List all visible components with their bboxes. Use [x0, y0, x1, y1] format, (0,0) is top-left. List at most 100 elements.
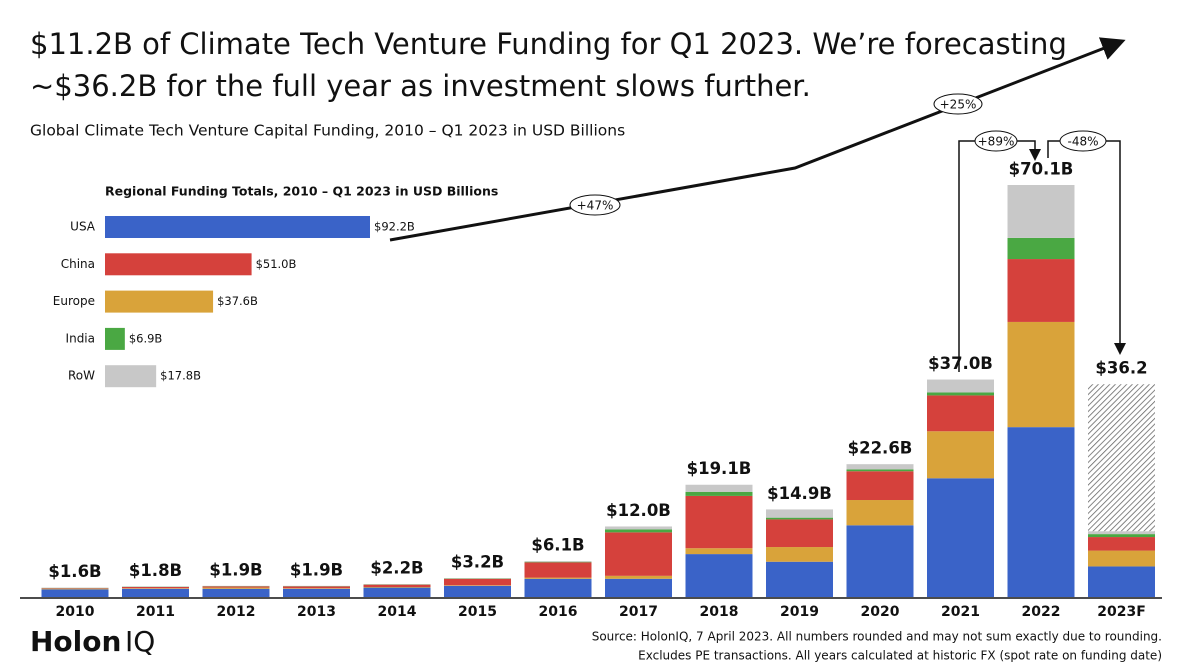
- value-label: $37.6B: [217, 294, 258, 308]
- bar-segment: [283, 588, 350, 597]
- y-tick-label: USA: [70, 220, 96, 234]
- bracket: [1106, 140, 1126, 355]
- total-label: $22.6B: [848, 439, 913, 458]
- bar-segment: [1007, 321, 1075, 428]
- bar-segment: [605, 529, 672, 533]
- bar-segment: [927, 478, 994, 597]
- bar-segment: [1007, 259, 1075, 322]
- bar-segment: [605, 526, 672, 530]
- bar-segment: [1088, 550, 1155, 567]
- x-tick-label: 2015: [458, 604, 497, 620]
- inset-title: Regional Funding Totals, 2010 – Q1 2023 …: [105, 184, 498, 199]
- value-label: $6.9B: [129, 331, 163, 345]
- bar: [105, 253, 252, 276]
- bar-segment: [202, 587, 270, 589]
- total-label: $2.2B: [370, 559, 423, 578]
- total-label: $6.1B: [531, 536, 584, 555]
- value-label: $17.8B: [160, 369, 201, 383]
- logo: Holon: [30, 625, 121, 658]
- annotation-bubble: [974, 130, 1018, 152]
- annotation: +47%: [577, 199, 614, 213]
- total-label: $19.1B: [687, 459, 752, 478]
- annotation-bubble: [933, 93, 983, 115]
- bar-segment: [685, 495, 753, 549]
- bar-segment: [524, 577, 592, 579]
- x-tick-label: 2010: [56, 604, 95, 620]
- bar-segment: [685, 554, 753, 597]
- annotation: -48%: [1067, 135, 1098, 149]
- bar-segment: [846, 471, 914, 501]
- bracket: [1047, 140, 1060, 158]
- logo: IQ: [125, 625, 155, 658]
- bar-segment: [766, 517, 833, 520]
- x-tick-label: 2023F: [1097, 604, 1146, 620]
- bar-segment: [41, 589, 109, 597]
- bar-segment: [846, 464, 914, 470]
- bar-segment: [122, 588, 189, 597]
- bar-segment: [927, 431, 994, 479]
- x-tick-label: 2022: [1022, 604, 1061, 620]
- total-label: $14.9B: [767, 484, 832, 503]
- value-label: $92.2B: [374, 220, 415, 234]
- y-tick-label: Europe: [53, 294, 95, 308]
- total-label: $1.9B: [209, 560, 262, 579]
- bar-segment: [122, 587, 189, 589]
- bar-segment: [363, 587, 431, 597]
- bar-segment: [766, 547, 833, 562]
- bar-segment: [846, 469, 914, 472]
- y-tick-label: India: [66, 331, 95, 345]
- total-label: $12.0B: [606, 501, 671, 520]
- annotation-bubble: [1059, 130, 1107, 152]
- bar-segment: [685, 491, 753, 496]
- bar-segment: [846, 500, 914, 526]
- x-tick-label: 2017: [619, 604, 658, 620]
- bar-segment: [444, 578, 511, 586]
- bar: [105, 290, 214, 313]
- x-tick-label: 2016: [539, 604, 578, 620]
- trend-arrow: [389, 37, 1126, 242]
- bar-segment: [444, 585, 511, 586]
- bar: [105, 327, 125, 350]
- bar-segment: [363, 587, 431, 588]
- bracket: [1017, 140, 1041, 161]
- bar-segment: [202, 586, 270, 588]
- bar-segment: [363, 584, 431, 588]
- bar-segment: [1088, 566, 1155, 597]
- total-label: $3.2B: [451, 553, 504, 572]
- source: Excludes PE transactions. All years calc…: [638, 649, 1162, 663]
- bar-segment: [524, 561, 592, 563]
- value-label: $51.0B: [256, 257, 297, 271]
- bar-segment: [766, 561, 833, 597]
- total-label: $36.2: [1095, 359, 1147, 378]
- source: Source: HolonIQ, 7 April 2023. All numbe…: [592, 630, 1162, 644]
- bar-segment: [1088, 537, 1155, 551]
- bar-segment: [927, 379, 994, 393]
- bar: [105, 365, 157, 388]
- bar-segment: [605, 532, 672, 576]
- bar-segment: [605, 578, 672, 597]
- bar-segment: [41, 588, 109, 589]
- bar-segment: [524, 562, 592, 578]
- total-label: $70.1B: [1009, 160, 1074, 179]
- bar-segment: [122, 588, 189, 589]
- bracket: [958, 140, 975, 372]
- bar-segment: [685, 548, 753, 555]
- bar-segment: [524, 561, 592, 562]
- x-tick-label: 2018: [700, 604, 739, 620]
- bar-segment: [202, 588, 270, 597]
- bar-segment: [927, 395, 994, 432]
- x-tick-label: 2014: [378, 604, 417, 620]
- total-label: $1.6B: [48, 562, 101, 581]
- bar-segment: [766, 509, 833, 518]
- bar-segment: [524, 578, 592, 597]
- y-tick-label: China: [61, 257, 95, 271]
- subtitle: Global Climate Tech Venture Capital Fund…: [30, 122, 625, 140]
- title-line: ~$36.2B for the full year as investment …: [30, 69, 811, 103]
- x-tick-label: 2020: [861, 604, 900, 620]
- title-line: $11.2B of Climate Tech Venture Funding f…: [30, 27, 1067, 61]
- bar-segment: [846, 525, 914, 597]
- total-label: $37.0B: [928, 354, 993, 373]
- x-tick-label: 2012: [217, 604, 256, 620]
- x-tick-label: 2011: [136, 604, 175, 620]
- annotation: +25%: [940, 98, 977, 112]
